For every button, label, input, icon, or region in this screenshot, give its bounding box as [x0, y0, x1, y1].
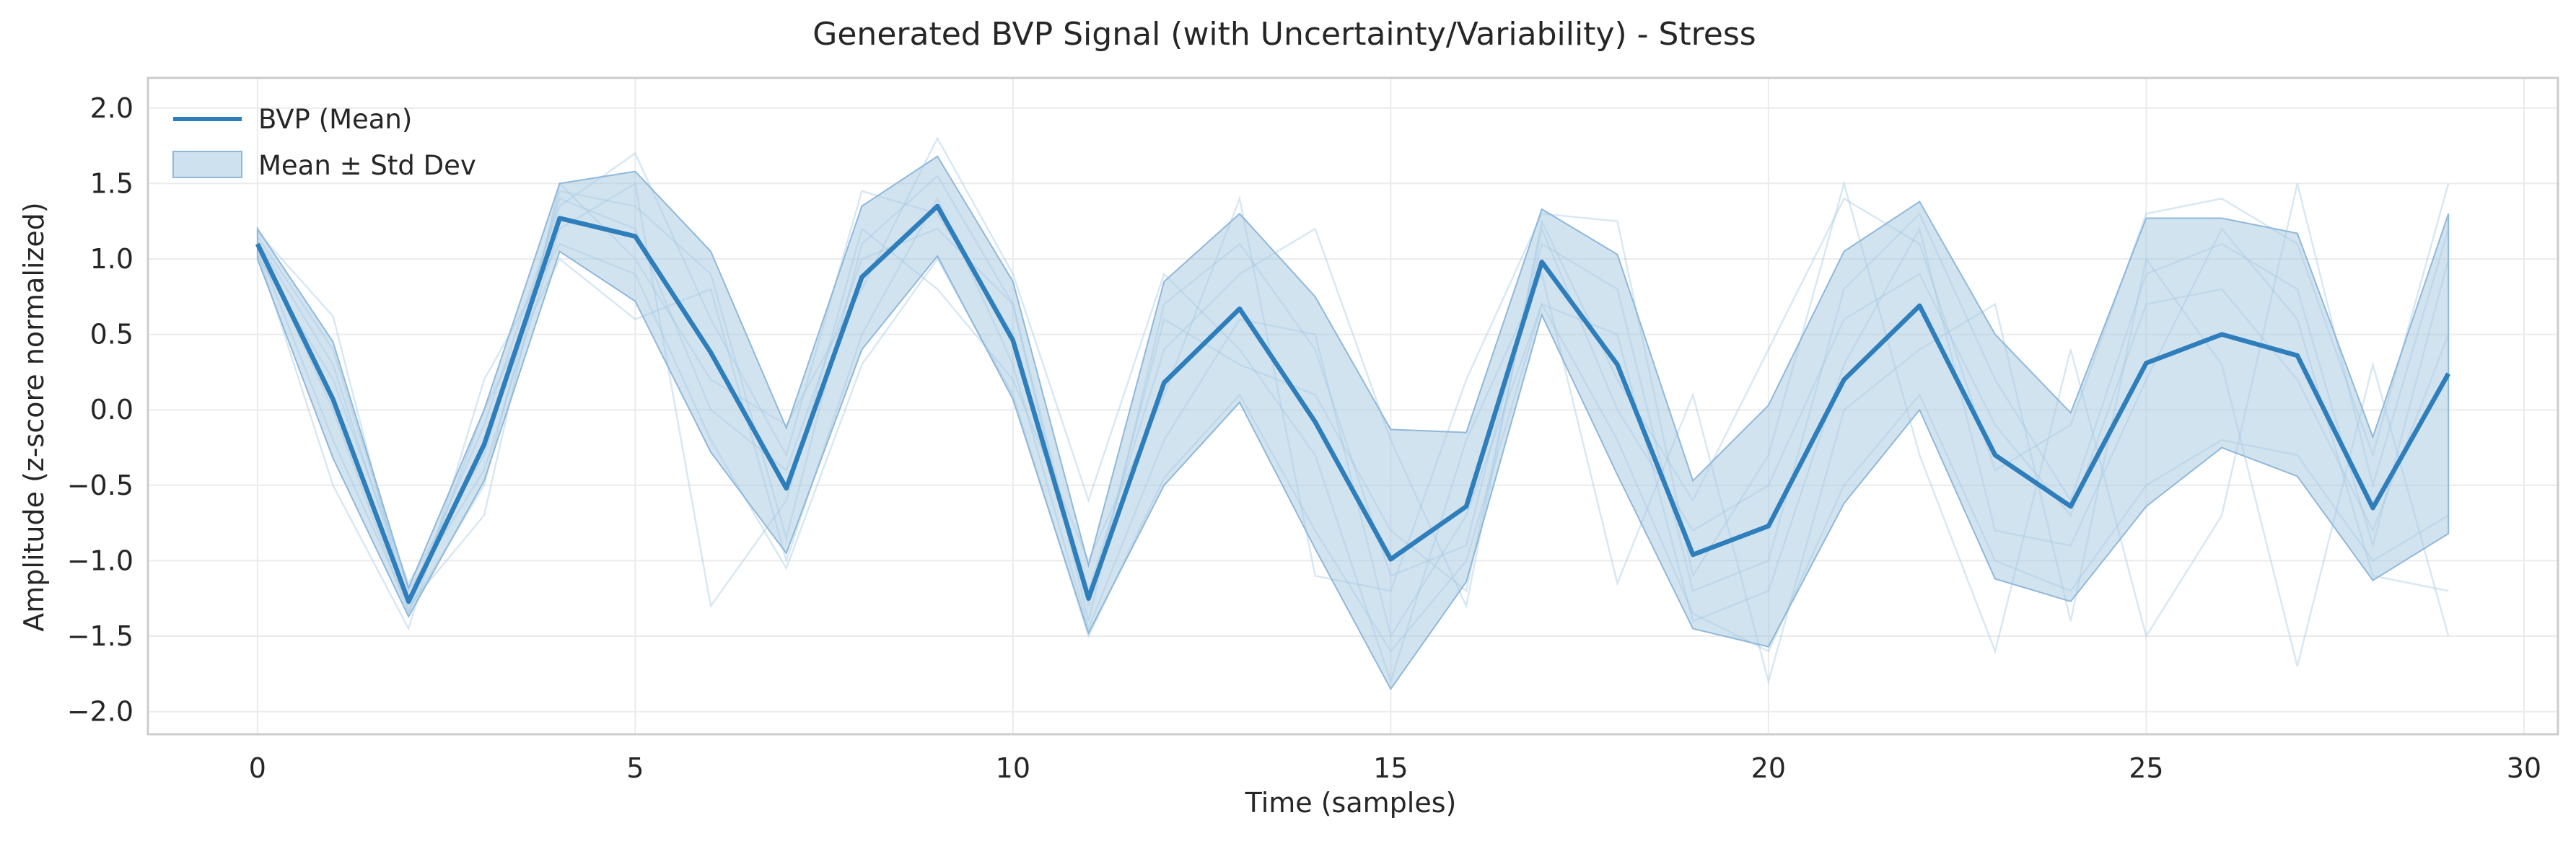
y-axis-ticks: 2.0 1.5 1.0 0.5 0.0 −0.5 −1.0 −1.5 −2.0	[67, 92, 133, 728]
y-tick-label: −1.0	[67, 545, 133, 576]
y-tick-label: −2.0	[67, 696, 133, 728]
std-dev-band-area	[256, 155, 2450, 691]
y-tick-label: −1.5	[67, 620, 133, 652]
legend-mean-label: BVP (Mean)	[258, 104, 412, 135]
x-axis-label: Time (samples)	[1245, 787, 1457, 819]
std-dev-band	[256, 155, 2450, 691]
x-tick-label: 30	[2507, 752, 2541, 784]
y-tick-label: 1.5	[90, 167, 133, 199]
x-tick-label: 25	[2129, 752, 2163, 784]
y-axis-label: Amplitude (z-score normalized)	[18, 202, 50, 631]
x-tick-label: 20	[1751, 752, 1786, 784]
x-axis-ticks: 0 5 10 15 20 25 30	[249, 752, 2541, 784]
x-tick-label: 15	[1373, 752, 1408, 784]
y-tick-label: 1.0	[90, 243, 133, 275]
y-tick-label: 0.0	[90, 394, 133, 426]
mean-line-group	[255, 203, 2451, 604]
legend-band-swatch	[172, 151, 242, 178]
y-tick-label: 2.0	[90, 92, 133, 124]
x-tick-label: 10	[996, 752, 1030, 784]
x-tick-label: 0	[249, 752, 266, 784]
plot-area	[146, 76, 2559, 736]
x-tick-label: 5	[626, 752, 644, 784]
chart-title: Generated BVP Signal (with Uncertainty/V…	[812, 16, 1756, 53]
legend-band-label: Mean ± Std Dev	[258, 150, 476, 181]
y-tick-label: 0.5	[90, 319, 133, 351]
y-tick-label: −0.5	[67, 470, 133, 501]
mean-line	[255, 203, 2451, 604]
axes-frame	[146, 76, 2559, 736]
legend: BVP (Mean) Mean ± Std Dev	[172, 104, 476, 181]
